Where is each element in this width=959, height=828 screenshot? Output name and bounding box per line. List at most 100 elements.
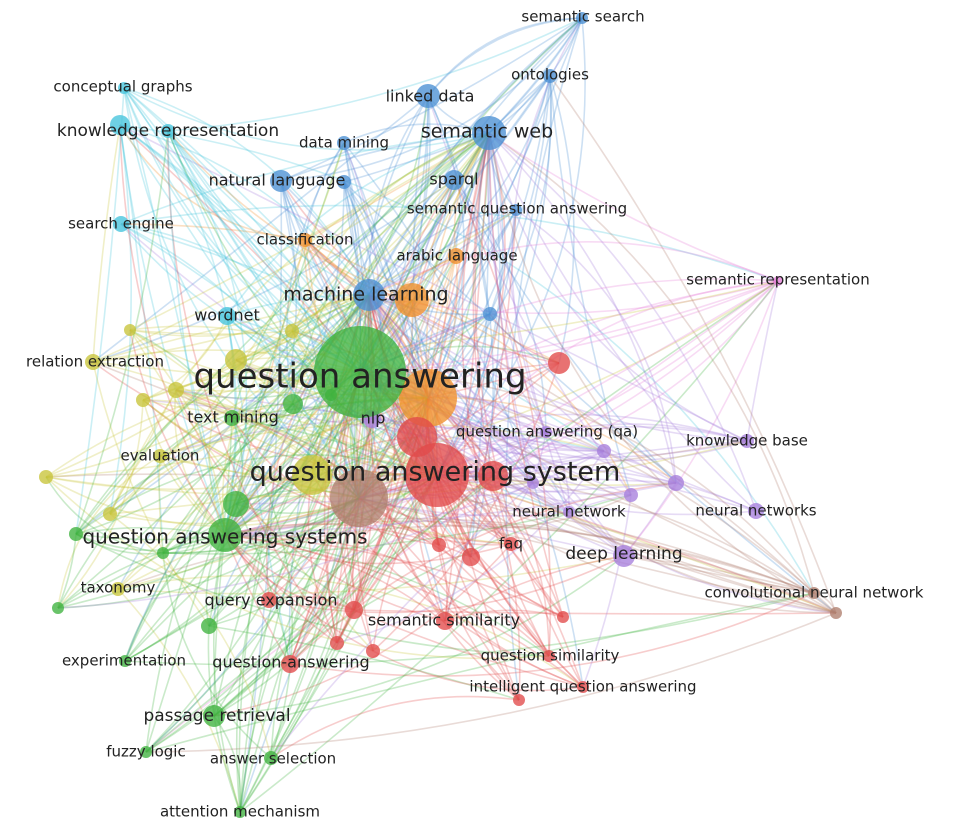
edge-question-similarity-semantic-web bbox=[461, 132, 550, 657]
node-query-expansion[interactable] bbox=[261, 592, 277, 608]
edge-faq-u11 bbox=[142, 399, 512, 545]
node-unlabeled-27[interactable] bbox=[513, 694, 525, 706]
node-search-engine[interactable] bbox=[113, 216, 129, 232]
edge-attention-mechanism-passage-retrieval bbox=[213, 715, 242, 813]
node-semantic-question-answering[interactable] bbox=[510, 204, 522, 216]
node-attention-mechanism[interactable] bbox=[234, 806, 246, 818]
node-unlabeled-26[interactable] bbox=[557, 611, 569, 623]
node-evaluation[interactable] bbox=[153, 449, 167, 463]
label-sparql: sparql bbox=[429, 170, 478, 189]
node-semantic-web[interactable] bbox=[472, 116, 506, 150]
node-unlabeled-9[interactable] bbox=[223, 491, 249, 517]
node-unlabeled-7[interactable] bbox=[225, 349, 247, 371]
node-deep-learning[interactable] bbox=[613, 545, 635, 567]
node-semantic-search[interactable] bbox=[576, 12, 588, 24]
node-unlabeled-8[interactable] bbox=[283, 394, 303, 414]
node-unlabeled-11[interactable] bbox=[168, 382, 184, 398]
edge-semantic-search-semantic-web bbox=[488, 17, 583, 134]
edge-knowledge-base-knowledge-representation bbox=[119, 124, 748, 442]
node-unlabeled-25[interactable] bbox=[432, 538, 446, 552]
edge-semantic-similarity-deep-learning bbox=[444, 555, 625, 622]
node-sparql[interactable] bbox=[444, 170, 464, 190]
edge-ontologies-question-answering bbox=[359, 75, 551, 373]
node-unlabeled-6[interactable] bbox=[395, 283, 429, 317]
node-unlabeled-34[interactable] bbox=[161, 124, 175, 138]
node-fuzzy-logic[interactable] bbox=[140, 746, 152, 758]
edge-intelligent-question-answering-u24 bbox=[438, 544, 584, 688]
node-unlabeled-35[interactable] bbox=[830, 607, 842, 619]
node-semantic-representation[interactable] bbox=[773, 276, 783, 286]
edge-u29-machine-learning bbox=[368, 294, 677, 484]
node-question-answering-hyphen[interactable] bbox=[281, 655, 299, 673]
node-question-answering[interactable] bbox=[314, 326, 406, 418]
node-unlabeled-16[interactable] bbox=[103, 507, 117, 521]
edge-answer-selection-u0 bbox=[270, 397, 429, 759]
node-knowledge-base[interactable] bbox=[740, 434, 754, 448]
node-unlabeled-12[interactable] bbox=[136, 393, 150, 407]
node-ontologies[interactable] bbox=[543, 69, 557, 83]
node-unlabeled-33[interactable] bbox=[337, 175, 351, 189]
node-linked-data[interactable] bbox=[416, 84, 440, 108]
node-unlabeled-15[interactable] bbox=[39, 470, 53, 484]
edge-semantic-similarity-semantic-question-answering bbox=[444, 209, 517, 622]
node-neural-networks[interactable] bbox=[748, 503, 764, 519]
node-convolutional-neural-network[interactable] bbox=[808, 587, 820, 599]
edge-u25-semantic-similarity bbox=[444, 609, 564, 622]
edge-u21-question-answering-systems bbox=[224, 534, 338, 644]
node-knowledge-representation[interactable] bbox=[110, 115, 130, 135]
node-unlabeled-31[interactable] bbox=[527, 477, 539, 489]
node-unlabeled-28[interactable] bbox=[597, 444, 611, 458]
node-unlabeled-20[interactable] bbox=[201, 618, 217, 634]
node-intelligent-question-answering[interactable] bbox=[577, 681, 589, 693]
node-unlabeled-29[interactable] bbox=[624, 488, 638, 502]
node-question-similarity[interactable] bbox=[543, 650, 555, 662]
label-neural-network: neural network bbox=[512, 503, 626, 521]
node-passage-retrieval[interactable] bbox=[203, 705, 225, 727]
node-unlabeled-23[interactable] bbox=[366, 644, 380, 658]
node-question-answering-system[interactable] bbox=[405, 443, 469, 507]
node-relation-extraction[interactable] bbox=[85, 354, 101, 370]
node-unlabeled-24[interactable] bbox=[462, 548, 480, 566]
node-unlabeled-21[interactable] bbox=[345, 601, 363, 619]
node-faq[interactable] bbox=[504, 537, 518, 551]
edge-natural-language-u1 bbox=[280, 180, 360, 499]
node-machine-learning[interactable] bbox=[353, 279, 385, 311]
node-arabic-language[interactable] bbox=[448, 248, 464, 264]
node-experimentation[interactable] bbox=[119, 655, 131, 667]
node-natural-language[interactable] bbox=[270, 170, 292, 192]
node-unlabeled-10[interactable] bbox=[548, 352, 570, 374]
node-unlabeled-30[interactable] bbox=[668, 475, 684, 491]
edge-u8-question-answering-hyphen bbox=[235, 503, 291, 665]
node-unlabeled-22[interactable] bbox=[330, 636, 344, 650]
edge-semantic-representation-question-answering bbox=[359, 280, 779, 373]
edge-u16-machine-learning bbox=[75, 294, 370, 535]
node-semantic-similarity[interactable] bbox=[436, 612, 454, 630]
node-unlabeled-18[interactable] bbox=[157, 547, 169, 559]
node-unlabeled-1[interactable] bbox=[399, 369, 457, 427]
node-conceptual-graphs[interactable] bbox=[118, 82, 130, 94]
edge-linked-data-machine-learning bbox=[368, 95, 429, 296]
node-data-mining[interactable] bbox=[337, 136, 351, 150]
node-unlabeled-13[interactable] bbox=[124, 324, 136, 336]
node-neural-network[interactable] bbox=[563, 506, 575, 518]
node-question-answering-qa[interactable] bbox=[540, 426, 552, 438]
node-unlabeled-14[interactable] bbox=[285, 324, 299, 338]
node-taxonomy[interactable] bbox=[111, 582, 125, 596]
edge-u34-u0 bbox=[427, 397, 837, 614]
node-unlabeled-19[interactable] bbox=[52, 602, 64, 614]
node-unlabeled-32[interactable] bbox=[483, 307, 497, 321]
edge-u19-question-answering-system bbox=[208, 474, 438, 627]
edge-search-engine-semantic-representation bbox=[120, 204, 779, 282]
node-classification[interactable] bbox=[298, 233, 312, 247]
node-text-mining[interactable] bbox=[224, 410, 240, 426]
edge-classification-search-engine bbox=[120, 223, 306, 241]
node-question-answering-systems[interactable] bbox=[208, 518, 242, 552]
edge-u15-u10 bbox=[109, 389, 177, 515]
node-unlabeled-3[interactable] bbox=[292, 455, 332, 495]
edge-text-mining-machine-learning bbox=[231, 294, 370, 419]
node-unlabeled-17[interactable] bbox=[69, 527, 83, 541]
node-answer-selection[interactable] bbox=[264, 751, 278, 765]
node-wordnet[interactable] bbox=[218, 307, 236, 325]
node-unlabeled-5[interactable] bbox=[478, 461, 508, 491]
node-unlabeled-2[interactable] bbox=[330, 469, 388, 527]
